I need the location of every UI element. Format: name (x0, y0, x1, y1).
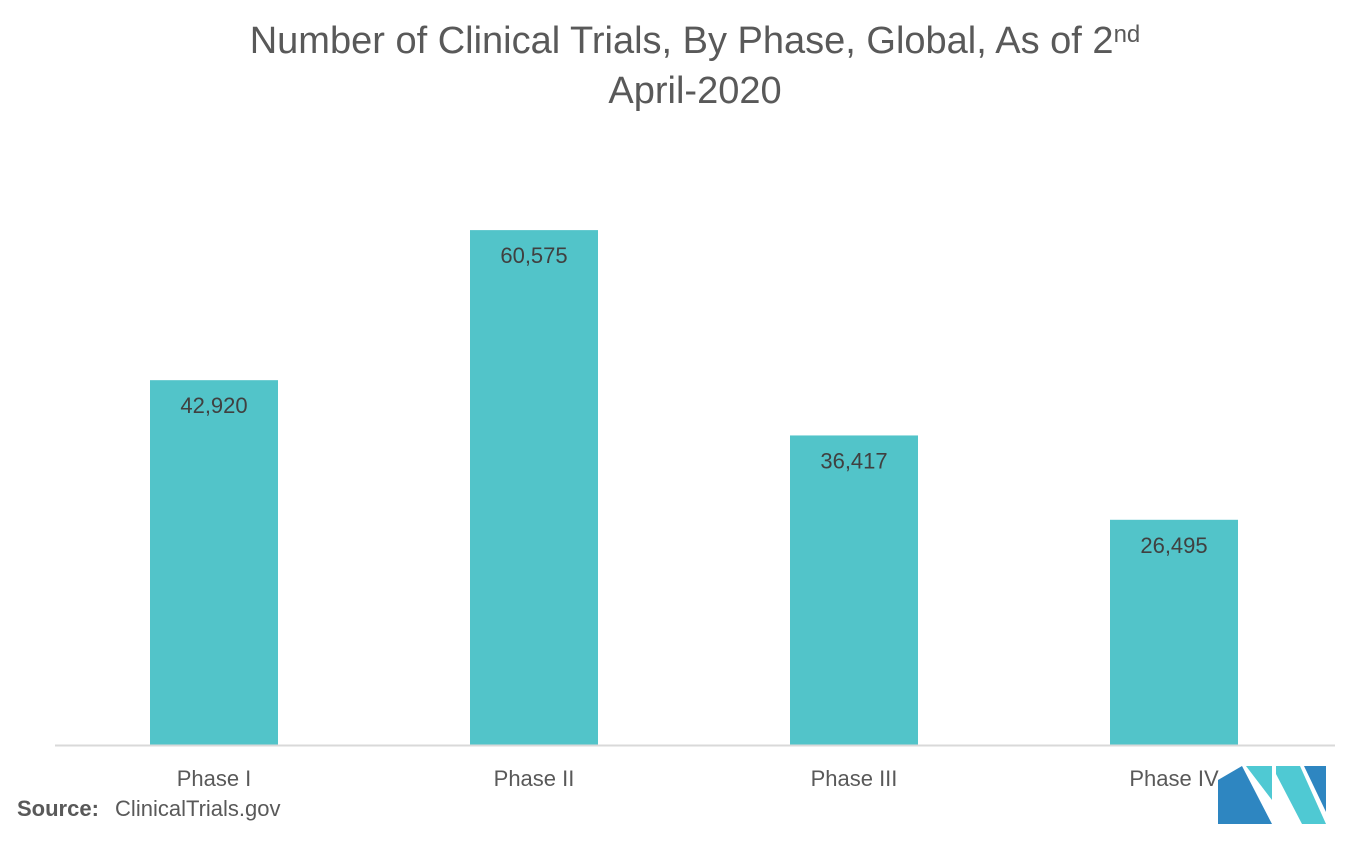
bars-group: 42,920 60,575 36,417 26,495 (150, 230, 1238, 746)
chart-title-superscript: nd (1113, 21, 1141, 48)
data-label: 60,575 (500, 243, 567, 268)
bar-phase-ii (470, 230, 598, 746)
category-labels-group: Phase I Phase II Phase III Phase IV (177, 766, 1219, 791)
mordor-intelligence-logo-icon (1218, 766, 1326, 824)
x-tick-label: Phase III (811, 766, 898, 791)
chart-title: Number of Clinical Trials, By Phase, Glo… (0, 16, 1357, 116)
bar-phase-iv (1110, 519, 1238, 745)
x-tick-label: Phase I (177, 766, 252, 791)
logo-left-shape (1218, 766, 1272, 824)
bar-phase-i (150, 380, 278, 745)
bar-phase-iii (790, 435, 918, 745)
chart-title-main: Number of Clinical Trials, By Phase, Glo… (249, 20, 1114, 62)
logo-right-bar (1304, 766, 1326, 812)
chart-title-line2: April-2020 (608, 70, 782, 112)
x-tick-label: Phase II (494, 766, 575, 791)
data-label: 36,417 (820, 448, 887, 473)
source-label: Source: (17, 796, 99, 821)
source-note: Source: ClinicalTrials.gov (17, 796, 281, 822)
x-tick-label: Phase IV (1129, 766, 1219, 791)
data-label: 42,920 (180, 393, 247, 418)
source-text: ClinicalTrials.gov (115, 796, 281, 821)
logo-middle-shape (1246, 766, 1272, 800)
logo-right-shape (1276, 766, 1326, 824)
data-label: 26,495 (1140, 533, 1207, 558)
